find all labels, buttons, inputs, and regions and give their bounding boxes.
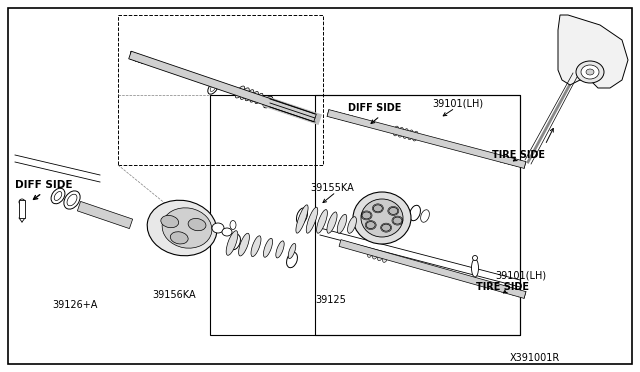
Bar (210, 95, 520, 335)
Ellipse shape (472, 256, 477, 260)
Bar (118, 15, 323, 165)
Ellipse shape (239, 233, 250, 256)
Ellipse shape (307, 207, 317, 233)
Ellipse shape (288, 243, 296, 259)
Ellipse shape (54, 192, 62, 201)
Text: X391001R: X391001R (509, 353, 560, 363)
Ellipse shape (586, 69, 594, 75)
Text: TIRE SIDE: TIRE SIDE (492, 150, 545, 160)
Ellipse shape (408, 130, 413, 140)
Text: 39156KA: 39156KA (152, 290, 196, 300)
Ellipse shape (264, 238, 273, 257)
Polygon shape (129, 51, 316, 122)
Ellipse shape (372, 250, 378, 259)
Ellipse shape (378, 252, 383, 261)
Ellipse shape (188, 218, 206, 231)
Ellipse shape (389, 208, 398, 214)
Ellipse shape (212, 223, 224, 233)
Ellipse shape (393, 217, 402, 224)
Text: 39126+A: 39126+A (52, 300, 97, 310)
Ellipse shape (362, 212, 371, 219)
Ellipse shape (208, 82, 218, 94)
Ellipse shape (51, 188, 65, 204)
Ellipse shape (348, 217, 356, 233)
Text: 39101(LH): 39101(LH) (495, 270, 546, 280)
Ellipse shape (472, 259, 479, 277)
Ellipse shape (581, 65, 599, 79)
Ellipse shape (236, 86, 244, 98)
Ellipse shape (420, 210, 429, 222)
Ellipse shape (210, 84, 216, 92)
Ellipse shape (67, 194, 77, 206)
Ellipse shape (240, 88, 249, 99)
Ellipse shape (255, 93, 263, 103)
Ellipse shape (147, 200, 217, 256)
Polygon shape (339, 240, 526, 298)
Text: 39125: 39125 (315, 295, 346, 305)
Ellipse shape (287, 252, 298, 268)
Ellipse shape (361, 199, 403, 237)
Polygon shape (19, 200, 25, 218)
Ellipse shape (250, 92, 259, 102)
Ellipse shape (64, 191, 80, 209)
Text: 39155KA: 39155KA (310, 183, 354, 193)
Ellipse shape (393, 126, 399, 136)
Ellipse shape (373, 205, 382, 212)
Ellipse shape (226, 231, 238, 255)
Ellipse shape (263, 96, 273, 108)
Ellipse shape (403, 129, 408, 138)
Ellipse shape (19, 199, 25, 205)
Text: DIFF SIDE: DIFF SIDE (15, 180, 72, 190)
Ellipse shape (576, 61, 604, 83)
Ellipse shape (296, 205, 308, 233)
Ellipse shape (337, 214, 347, 233)
Text: 39101(LH): 39101(LH) (432, 98, 483, 108)
Ellipse shape (381, 224, 390, 231)
Ellipse shape (413, 131, 418, 141)
Polygon shape (327, 110, 526, 169)
Bar (315, 95, 520, 335)
Ellipse shape (230, 234, 241, 250)
Ellipse shape (367, 248, 372, 257)
Ellipse shape (296, 208, 308, 224)
Ellipse shape (251, 236, 261, 257)
Ellipse shape (162, 208, 212, 248)
Ellipse shape (222, 228, 232, 236)
Ellipse shape (353, 192, 411, 244)
Ellipse shape (170, 232, 188, 244)
Ellipse shape (366, 222, 375, 228)
Ellipse shape (382, 254, 388, 262)
Ellipse shape (245, 90, 254, 101)
Ellipse shape (398, 127, 404, 137)
Ellipse shape (161, 215, 179, 228)
Ellipse shape (266, 99, 271, 105)
Ellipse shape (327, 212, 337, 233)
Ellipse shape (276, 241, 284, 258)
Text: DIFF SIDE: DIFF SIDE (348, 103, 401, 113)
Polygon shape (558, 15, 628, 88)
Ellipse shape (410, 205, 420, 221)
Ellipse shape (317, 209, 328, 233)
Text: TIRE SIDE: TIRE SIDE (476, 282, 529, 292)
Polygon shape (77, 201, 132, 229)
